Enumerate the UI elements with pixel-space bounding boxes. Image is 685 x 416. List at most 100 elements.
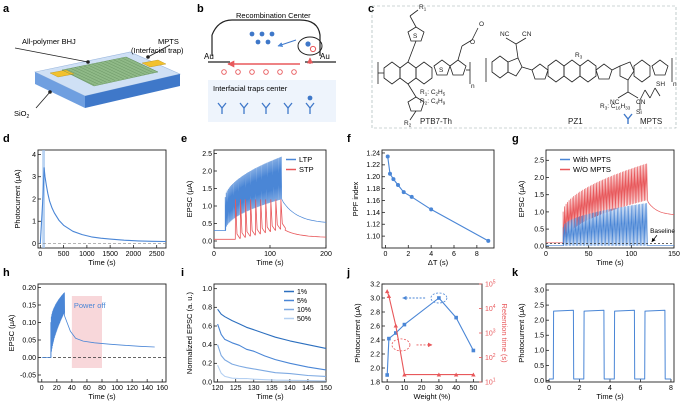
ptb7-ester-3 [471, 27, 479, 41]
x-axis-label: Time (s) [256, 258, 284, 267]
y-tick-label: 1.12 [366, 222, 380, 229]
retention-point [402, 372, 407, 377]
ptb7-bdt-mid [399, 61, 417, 85]
retention-highlight [391, 338, 411, 352]
pz1-thio-left [531, 63, 549, 80]
x-axis-label: Time (s) [256, 392, 284, 401]
plot-frame [381, 149, 495, 249]
film-stripe [108, 60, 142, 76]
r2-def-val-sub: 4 [436, 101, 439, 106]
ptb7-tt-2 [449, 59, 467, 76]
ptb7th-structure [377, 9, 479, 121]
film-stripe [96, 62, 129, 79]
y-tick-label: 2.6 [370, 323, 380, 330]
hole-symbol [235, 69, 241, 75]
repeat-n-1: n [471, 83, 475, 90]
y-tick-label: 0.6 [202, 323, 212, 330]
trap-layer-label: Interfacial traps center [213, 84, 288, 93]
chart-j: 0 10 20 30 40 50 1.8 2.0 2.2 2.4 2.6 2.8 3.0 3.2 Weigh… [353, 279, 509, 401]
photocurrent-point [385, 373, 389, 377]
y-tick-label: 1.5 [534, 192, 544, 199]
x-tick-label: 4 [608, 385, 612, 392]
y-tick-label: 2 [32, 196, 36, 203]
y-axis-label: EPSC (μA) [7, 314, 16, 351]
r1-def-val-sub: 2 [436, 92, 439, 97]
x-tick-label: 80 [98, 385, 106, 392]
r3-def-val-end-sub: 33 [625, 106, 631, 111]
x-tick-label: 0 [547, 385, 551, 392]
panel-label-k: k [512, 267, 519, 279]
photocurrent-line [39, 167, 167, 244]
y2-tick-exp: 1 [493, 377, 496, 383]
ppf-line [387, 156, 489, 242]
x-tick-label: 135 [266, 385, 278, 392]
x-tick-label: 0 [544, 251, 548, 258]
r1-def-val-end: H [438, 89, 443, 96]
y2-tick-exp: 4 [493, 304, 496, 310]
trap-electron [305, 41, 311, 47]
panel-c-border [371, 5, 677, 129]
y-tick-label: 2.5 [534, 303, 544, 310]
au-left: Au [204, 52, 214, 61]
y-tick-label: 2.0 [370, 365, 380, 372]
stp-line [214, 199, 327, 240]
y-tick-label: 0.0 [202, 379, 212, 386]
film-stripes [61, 56, 159, 86]
x-tick-label: 0 [40, 385, 44, 392]
x-tick-label: 50 [585, 251, 593, 258]
film-stripe [113, 59, 146, 75]
film-stripe [66, 68, 99, 85]
ppf-point [385, 154, 390, 159]
substrate-side-front [35, 72, 85, 108]
hole-symbol [221, 69, 227, 75]
atom-s-2: S [439, 67, 444, 74]
x-tick-label: 30 [435, 385, 443, 392]
ppf-point [409, 194, 414, 199]
atom-cn-2: CN [636, 99, 646, 106]
y-tick-label: 1.0 [202, 286, 212, 293]
hole-symbol [263, 69, 269, 75]
sio2-subscript: 2 [27, 114, 30, 120]
mpts-bond-3 [649, 87, 656, 99]
ppf-point [429, 207, 434, 212]
x-tick-label: 20 [418, 385, 426, 392]
y2-tick-label: 104 [485, 304, 496, 313]
y-tick-label: 1.5 [202, 186, 212, 193]
r1-def-val-end-sub: 5 [443, 92, 446, 97]
trap-hole [309, 45, 317, 53]
ptb7-bdt-right [415, 61, 433, 85]
y-tick-label: 2.8 [370, 309, 380, 316]
atom-o-1: O [470, 39, 475, 46]
atom-r1-r: R [419, 4, 424, 11]
pz1-structure [485, 37, 673, 99]
x-axis-label: Time (s) [596, 392, 624, 401]
y2-tick-label: 101 [485, 377, 496, 386]
x-tick-label: 2000 [126, 251, 142, 258]
photocurrent-point [471, 348, 476, 353]
panel-label-a: a [3, 3, 10, 15]
x-tick-label: 200 [320, 251, 332, 258]
atom-r3-pz1: R3 [575, 52, 583, 60]
r2-def-val-end: H [438, 98, 443, 105]
trap-symbol-left [283, 102, 289, 109]
y-axis-label: EPSC (μA) [185, 180, 194, 217]
baseline-arrow [651, 235, 658, 243]
ptb7-side-1 [409, 15, 417, 28]
y-tick-label: 0.15 [22, 302, 36, 309]
with-mpts-line [546, 203, 674, 246]
chart-g: 0 50 100 150 0.0 0.5 1.0 1.5 2.0 2.5 Time (s) EPSC … [517, 149, 680, 267]
x-tick-label: 50 [469, 385, 477, 392]
pz1-core-3 [579, 59, 597, 83]
legend-label: W/O MPTS [573, 165, 611, 174]
au-right: Au [320, 52, 330, 61]
plot-frame [213, 283, 327, 383]
x-axis-label: Time (s) [596, 258, 624, 267]
x-tick-label: 40 [68, 385, 76, 392]
y-tick-label: 3.0 [370, 295, 380, 302]
atom-sh: SH [656, 81, 665, 88]
x-tick-label: 150 [320, 385, 332, 392]
atom-nc-2: NC [610, 99, 620, 106]
atom-r3-sub: 3 [580, 55, 583, 60]
electron-4 [255, 39, 261, 45]
retention-point [436, 372, 442, 377]
